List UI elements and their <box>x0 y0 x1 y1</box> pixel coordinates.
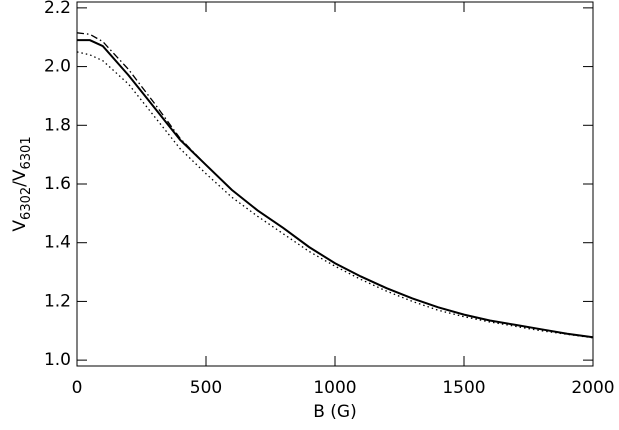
y-tick-label: 2.2 <box>44 0 71 18</box>
x-axis-label: B (G) <box>313 402 357 422</box>
y-label-part: V <box>10 220 30 232</box>
x-tick-label: 1000 <box>313 378 356 398</box>
data-line <box>76 32 594 338</box>
y-label-sub: 6302 <box>19 187 34 220</box>
y-tick-label: 1.8 <box>44 115 71 135</box>
y-label-sub: 6301 <box>19 136 34 169</box>
x-tick-label: 500 <box>190 378 222 398</box>
x-tick-label: 1500 <box>442 378 485 398</box>
y-label-part: /V <box>10 169 30 187</box>
data-line <box>76 51 594 339</box>
data-line <box>77 39 594 339</box>
y-tick-label: 1.2 <box>44 291 71 311</box>
y-tick-label: 1.6 <box>44 174 71 194</box>
y-tick-label: 1.4 <box>44 233 71 253</box>
x-tick-label: 0 <box>72 378 83 398</box>
y-axis-label: V6302/V6301 <box>10 136 34 231</box>
x-tick-label: 2000 <box>571 378 614 398</box>
plot-frame <box>76 1 594 367</box>
y-tick-label: 1.0 <box>44 350 71 370</box>
y-tick-label: 2.0 <box>44 57 71 77</box>
